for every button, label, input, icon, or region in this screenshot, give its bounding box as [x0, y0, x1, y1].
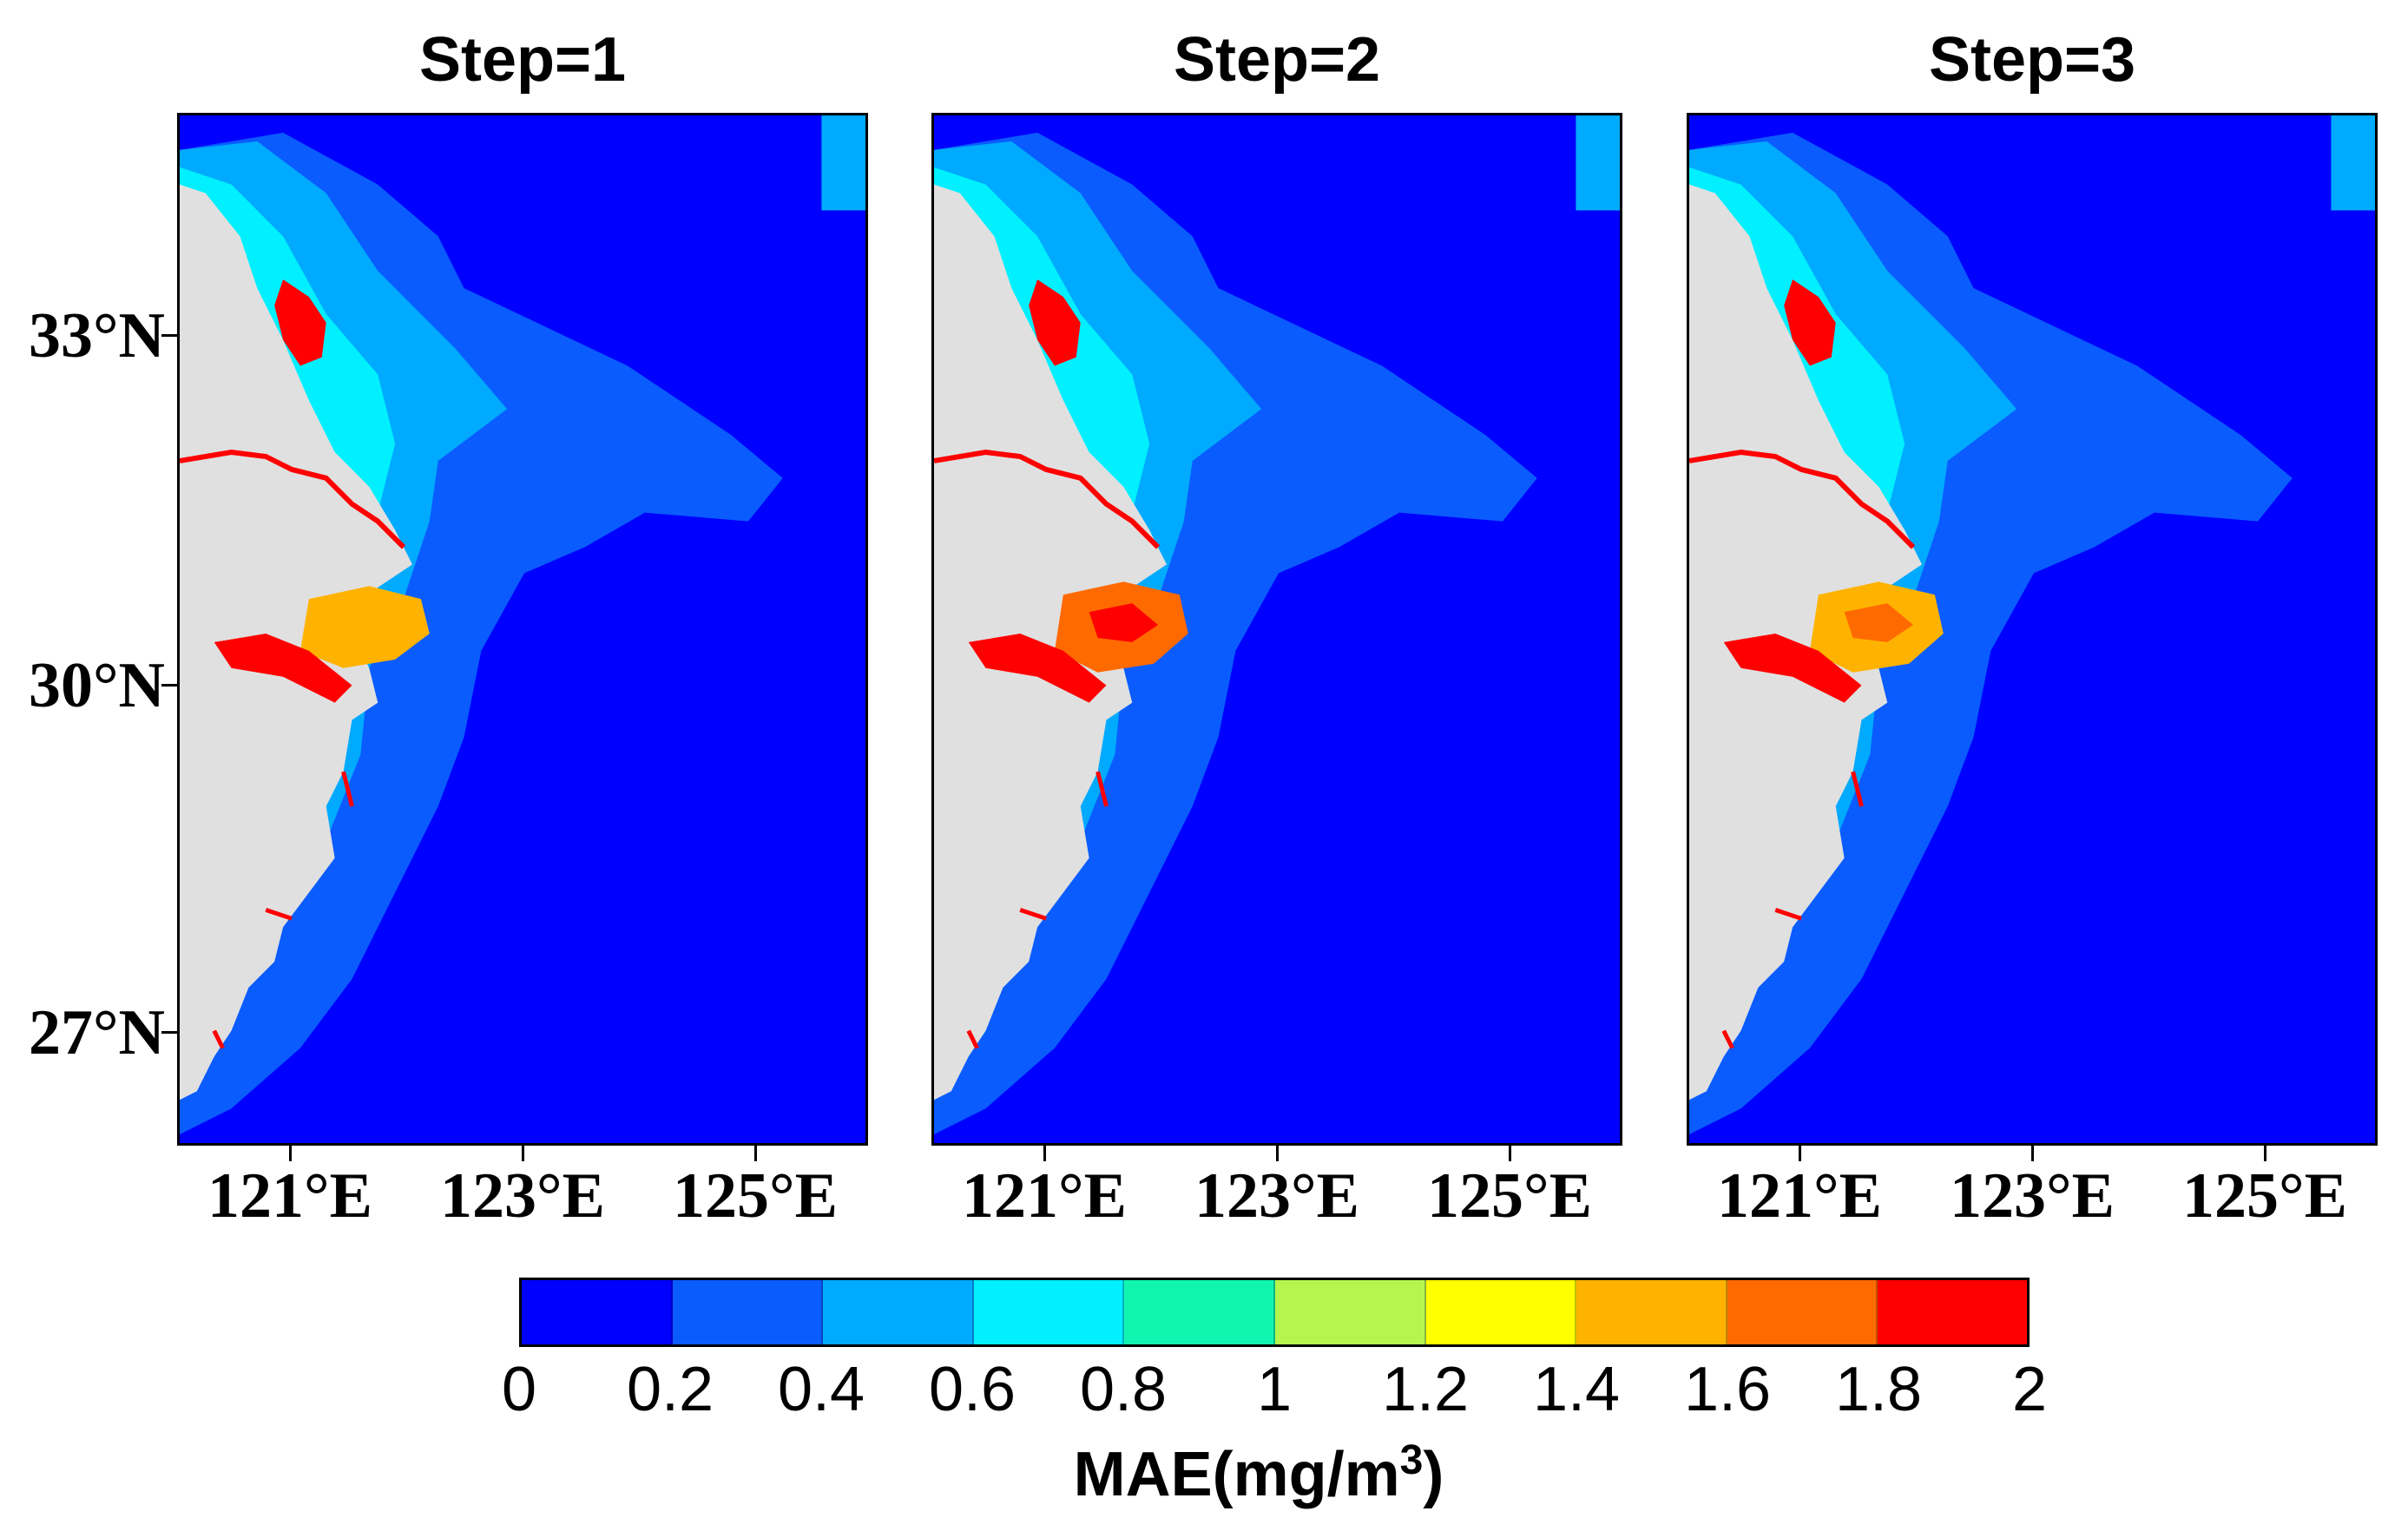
- lon-tick-mark: [1043, 1146, 1046, 1161]
- hotspot-bay: [214, 633, 352, 703]
- colorbar-title-text: MAE(mg/m: [1073, 1440, 1400, 1509]
- lat-tick-mark: [161, 684, 177, 687]
- map-panel-step-1: [177, 113, 868, 1146]
- colorbar-tick-label: 1.4: [1532, 1355, 1621, 1424]
- colorbar-segment: [823, 1280, 974, 1344]
- lon-tick-mark: [289, 1146, 292, 1161]
- hotspot-north: [1784, 279, 1836, 366]
- lon-tick-label: 123°E: [1194, 1160, 1359, 1232]
- colorbar-tick-label: 0.2: [626, 1355, 714, 1424]
- colorbar-segment: [1576, 1280, 1727, 1344]
- lon-tick-label: 125°E: [2182, 1160, 2347, 1232]
- lon-tick-mark: [1276, 1146, 1279, 1161]
- colorbar-segment: [1124, 1280, 1275, 1344]
- colorbar-tick-label: 0.4: [777, 1355, 865, 1424]
- colorbar-tick-label: 1.2: [1381, 1355, 1470, 1424]
- river-channel: [934, 450, 1161, 549]
- colorbar-segment: [1425, 1280, 1577, 1344]
- panel-title-step-1: Step=1: [418, 25, 627, 95]
- colorbar-title-superscript: 3: [1399, 1437, 1424, 1483]
- colorbar-tick-label: 1.6: [1683, 1355, 1772, 1424]
- lon-tick-mark: [1799, 1146, 1801, 1161]
- lon-tick-label: 121°E: [207, 1160, 372, 1232]
- hotspot-bay: [1723, 633, 1862, 703]
- land-mass: [934, 184, 1167, 1101]
- map-panel-step-2: [931, 113, 1622, 1146]
- land-mass: [1689, 184, 1922, 1101]
- panel-title-step-2: Step=2: [1173, 25, 1381, 95]
- colorbar-tick-label: 0.8: [1079, 1355, 1168, 1424]
- colorbar-tick-label: 0.6: [928, 1355, 1016, 1424]
- colorbar: [519, 1278, 2030, 1347]
- lat-tick-label: 30°N: [28, 650, 165, 721]
- lat-tick-label: 27°N: [28, 997, 165, 1068]
- lat-tick-mark: [161, 1031, 177, 1034]
- hotspot-estuary-core: [1089, 603, 1159, 642]
- lon-tick-label: 123°E: [1950, 1160, 2115, 1232]
- colorbar-segment: [1878, 1280, 2027, 1344]
- hotspot-estuary: [299, 586, 430, 668]
- corner-patch: [821, 115, 865, 211]
- lon-tick-mark: [2031, 1146, 2034, 1161]
- lon-tick-label: 125°E: [1427, 1160, 1592, 1232]
- colorbar-segment: [522, 1280, 673, 1344]
- map-step-1: [180, 115, 865, 1143]
- panel-title-step-3: Step=3: [1928, 25, 2136, 95]
- lat-tick-mark: [161, 334, 177, 337]
- lon-tick-mark: [754, 1146, 757, 1161]
- map-panel-step-3: [1687, 113, 2378, 1146]
- colorbar-tick-label: 1.8: [1834, 1355, 1923, 1424]
- colorbar-tick-label: 2: [2011, 1355, 2048, 1424]
- river-channel: [180, 450, 406, 549]
- river-channel: [1689, 450, 1916, 549]
- lon-tick-mark: [1509, 1146, 1511, 1161]
- hotspot-bay: [968, 633, 1107, 703]
- corner-patch: [2331, 115, 2375, 211]
- land-mass: [180, 184, 412, 1101]
- hotspot-north: [274, 279, 326, 366]
- corner-patch: [1576, 115, 1620, 211]
- colorbar-segment: [1274, 1280, 1426, 1344]
- colorbar-tick-label: 0: [501, 1355, 537, 1424]
- lat-tick-label: 33°N: [28, 300, 165, 371]
- map-step-2: [934, 115, 1620, 1143]
- colorbar-title-end: ): [1423, 1440, 1444, 1509]
- map-step-3: [1689, 115, 2375, 1143]
- colorbar-segment: [1727, 1280, 1878, 1344]
- colorbar-title: MAE(mg/m3): [911, 1436, 1606, 1510]
- colorbar-tick-label: 1: [1256, 1355, 1293, 1424]
- coastal-strip: [966, 771, 1109, 1049]
- coastal-strip: [1721, 771, 1864, 1049]
- lon-tick-label: 121°E: [962, 1160, 1127, 1232]
- lon-tick-mark: [522, 1146, 524, 1161]
- coastal-strip: [212, 771, 354, 1049]
- hotspot-north: [1029, 279, 1081, 366]
- colorbar-segment: [672, 1280, 824, 1344]
- hotspot-estuary-core: [1844, 603, 1914, 642]
- lon-tick-label: 121°E: [1717, 1160, 1882, 1232]
- lon-tick-label: 123°E: [440, 1160, 605, 1232]
- colorbar-segment: [973, 1280, 1125, 1344]
- lon-tick-label: 125°E: [673, 1160, 838, 1232]
- lon-tick-mark: [2264, 1146, 2267, 1161]
